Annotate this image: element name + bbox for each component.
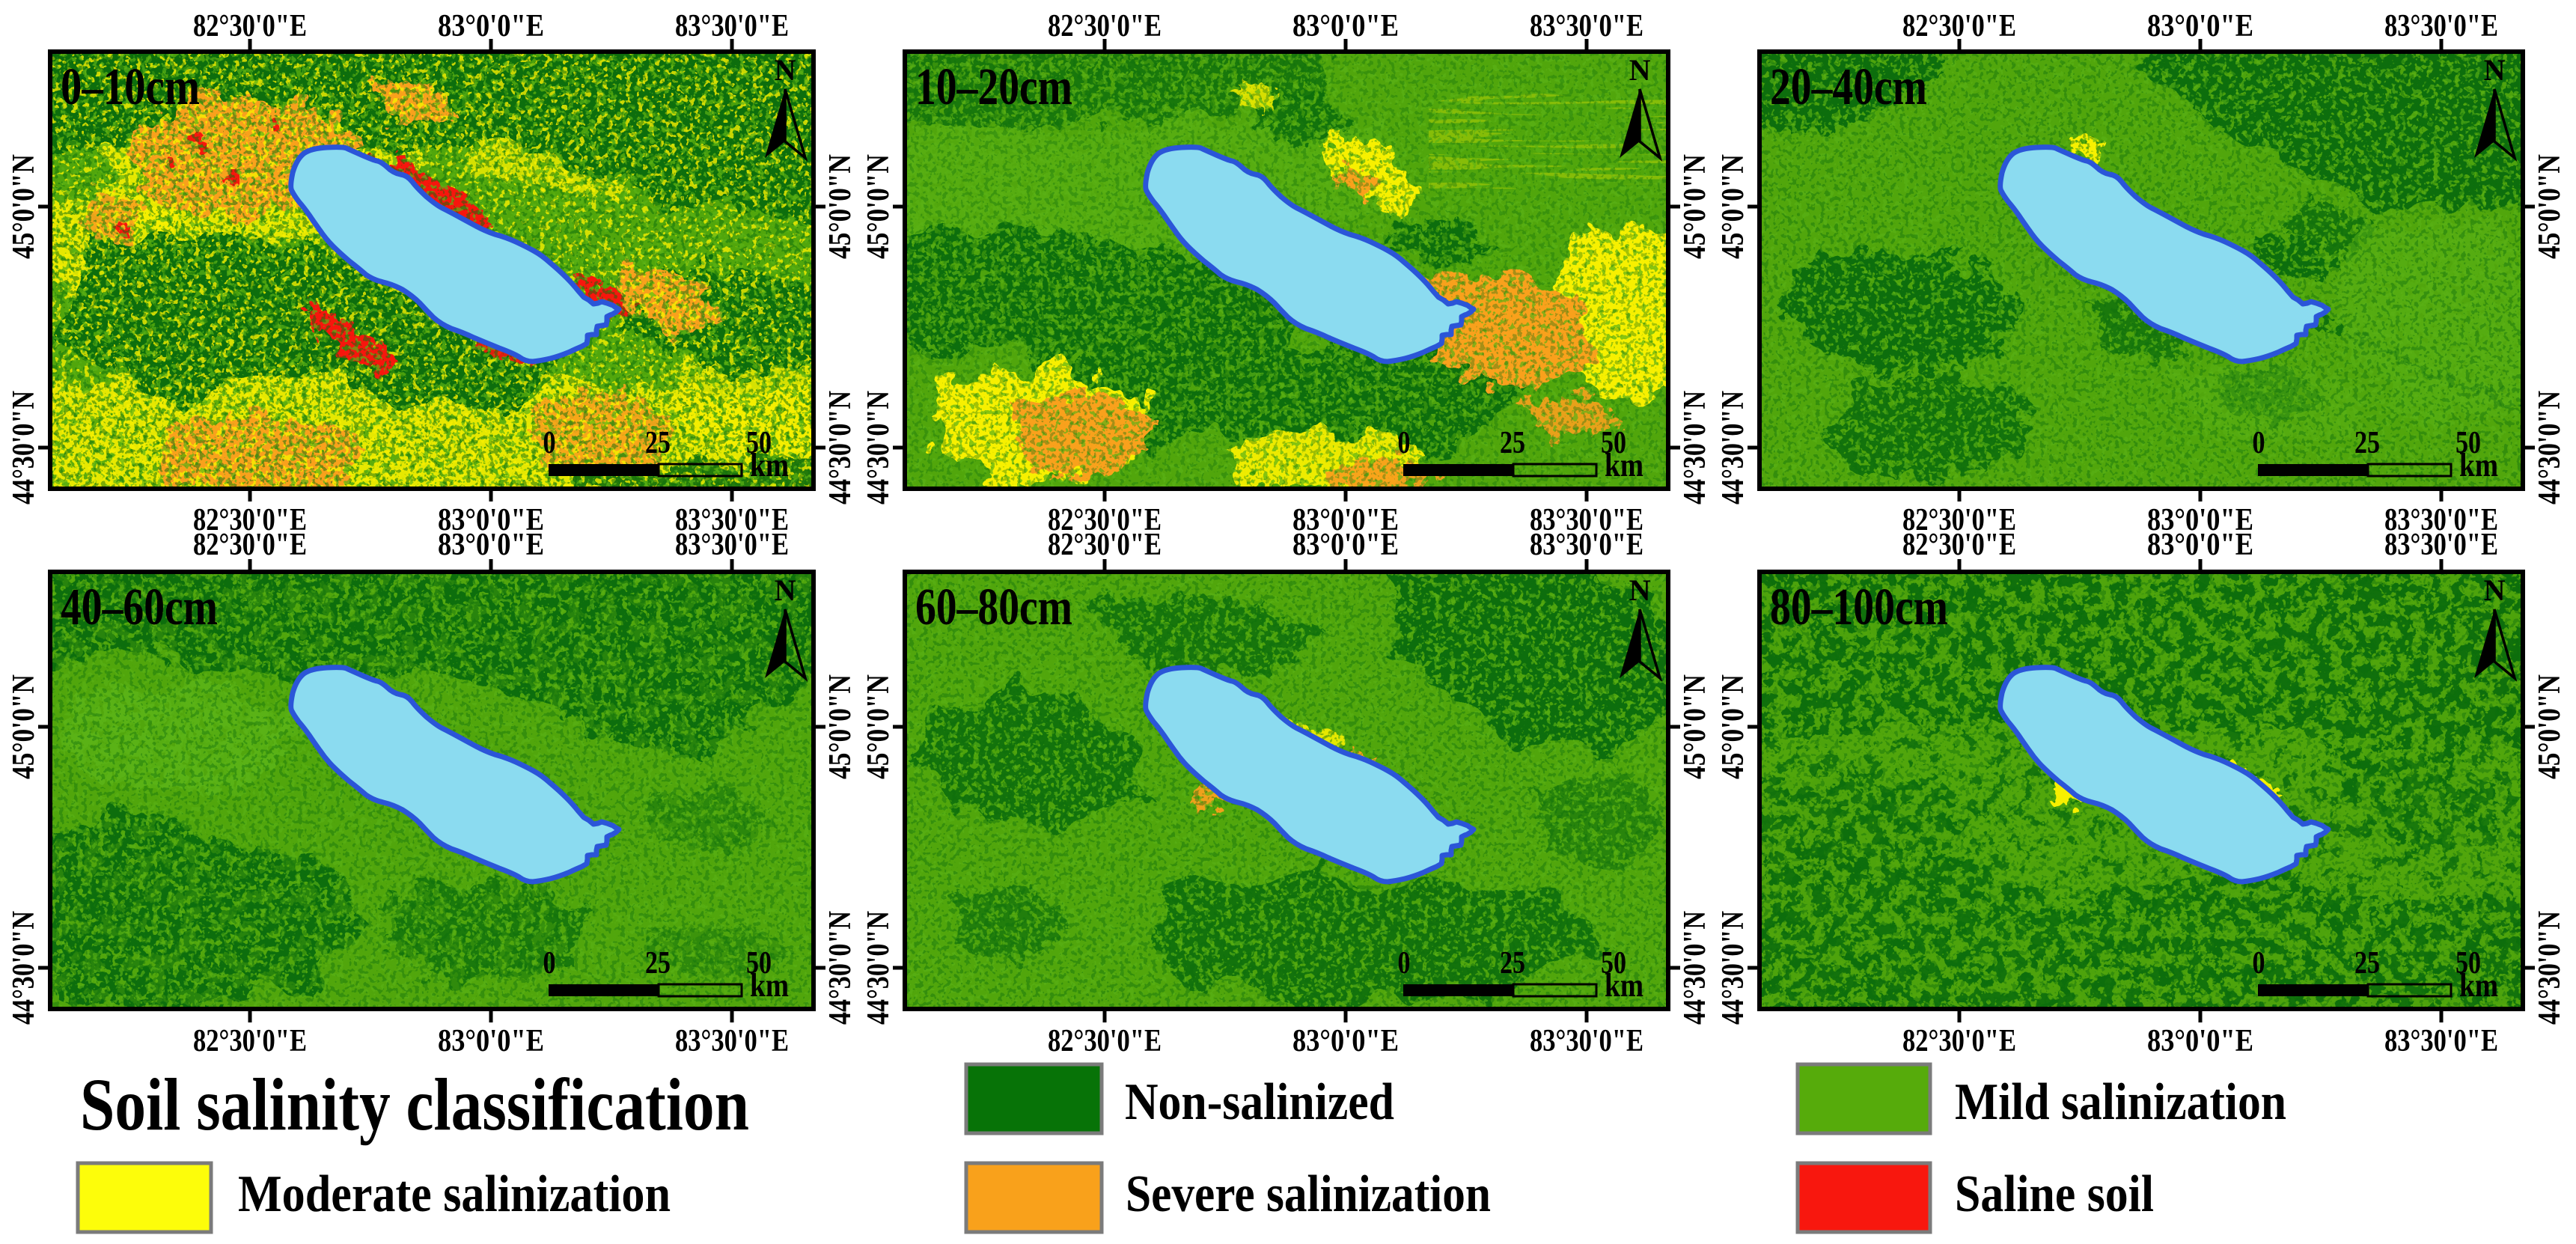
svg-text:83°0'0"E: 83°0'0"E [2147, 1024, 2253, 1058]
svg-text:83°30'0"E: 83°30'0"E [1530, 9, 1643, 43]
svg-text:44°30'0"N: 44°30'0"N [1716, 911, 1751, 1025]
svg-text:44°30'0"N: 44°30'0"N [1678, 391, 1712, 504]
svg-text:82°30'0"E: 82°30'0"E [1902, 1024, 2016, 1058]
svg-text:44°30'0"N: 44°30'0"N [861, 911, 896, 1025]
svg-text:83°30'0"E: 83°30'0"E [1530, 503, 1643, 537]
svg-text:44°30'0"N: 44°30'0"N [823, 391, 858, 504]
svg-text:45°0'0"N: 45°0'0"N [823, 154, 858, 259]
svg-text:45°0'0"N: 45°0'0"N [861, 154, 896, 259]
svg-text:83°0'0"E: 83°0'0"E [438, 503, 544, 537]
svg-text:83°0'0"E: 83°0'0"E [438, 9, 544, 43]
svg-text:45°0'0"N: 45°0'0"N [1678, 674, 1712, 779]
svg-text:83°0'0"E: 83°0'0"E [1292, 528, 1399, 562]
svg-text:83°30'0"E: 83°30'0"E [675, 503, 789, 537]
svg-text:20–40cm: 20–40cm [1770, 58, 1927, 116]
svg-text:82°30'0"E: 82°30'0"E [1902, 528, 2016, 562]
svg-text:83°0'0"E: 83°0'0"E [2147, 9, 2253, 43]
svg-text:44°30'0"N: 44°30'0"N [1678, 911, 1712, 1025]
svg-text:83°30'0"E: 83°30'0"E [2384, 528, 2498, 562]
svg-text:44°30'0"N: 44°30'0"N [2533, 391, 2567, 504]
svg-text:45°0'0"N: 45°0'0"N [1716, 154, 1751, 259]
svg-text:83°0'0"E: 83°0'0"E [438, 1024, 544, 1058]
svg-text:44°30'0"N: 44°30'0"N [2533, 911, 2567, 1025]
svg-text:82°30'0"E: 82°30'0"E [1048, 9, 1162, 43]
svg-text:82°30'0"E: 82°30'0"E [1902, 9, 2016, 43]
svg-text:Mild salinization: Mild salinization [1955, 1073, 2286, 1131]
svg-text:Soil salinity classification: Soil salinity classification [80, 1063, 749, 1146]
svg-text:83°30'0"E: 83°30'0"E [2384, 1024, 2498, 1058]
svg-text:Saline soil: Saline soil [1955, 1165, 2154, 1223]
svg-text:82°30'0"E: 82°30'0"E [193, 9, 307, 43]
svg-text:44°30'0"N: 44°30'0"N [7, 911, 41, 1025]
svg-text:83°30'0"E: 83°30'0"E [675, 528, 789, 562]
svg-text:45°0'0"N: 45°0'0"N [2533, 674, 2567, 779]
svg-text:60–80cm: 60–80cm [915, 579, 1072, 636]
svg-text:44°30'0"N: 44°30'0"N [823, 911, 858, 1025]
svg-text:45°0'0"N: 45°0'0"N [823, 674, 858, 779]
svg-text:83°0'0"E: 83°0'0"E [1292, 1024, 1399, 1058]
svg-text:45°0'0"N: 45°0'0"N [7, 154, 41, 259]
svg-text:83°0'0"E: 83°0'0"E [2147, 528, 2253, 562]
svg-text:83°30'0"E: 83°30'0"E [1530, 1024, 1643, 1058]
svg-text:83°30'0"E: 83°30'0"E [2384, 503, 2498, 537]
svg-text:82°30'0"E: 82°30'0"E [1048, 528, 1162, 562]
svg-text:80–100cm: 80–100cm [1770, 579, 1948, 636]
svg-text:82°30'0"E: 82°30'0"E [1048, 1024, 1162, 1058]
svg-text:83°30'0"E: 83°30'0"E [2384, 9, 2498, 43]
svg-text:82°30'0"E: 82°30'0"E [1048, 503, 1162, 537]
svg-text:83°30'0"E: 83°30'0"E [1530, 528, 1643, 562]
svg-text:83°30'0"E: 83°30'0"E [675, 1024, 789, 1058]
svg-text:45°0'0"N: 45°0'0"N [861, 674, 896, 779]
svg-text:45°0'0"N: 45°0'0"N [1716, 674, 1751, 779]
svg-text:Moderate salinization: Moderate salinization [238, 1165, 671, 1223]
svg-text:83°0'0"E: 83°0'0"E [2147, 503, 2253, 537]
svg-text:83°0'0"E: 83°0'0"E [1292, 503, 1399, 537]
svg-text:82°30'0"E: 82°30'0"E [193, 528, 307, 562]
svg-text:45°0'0"N: 45°0'0"N [1678, 154, 1712, 259]
svg-text:10–20cm: 10–20cm [915, 58, 1072, 116]
svg-text:44°30'0"N: 44°30'0"N [1716, 391, 1751, 504]
svg-text:45°0'0"N: 45°0'0"N [2533, 154, 2567, 259]
svg-text:45°0'0"N: 45°0'0"N [7, 674, 41, 779]
svg-text:40–60cm: 40–60cm [61, 579, 218, 636]
svg-text:82°30'0"E: 82°30'0"E [193, 1024, 307, 1058]
svg-text:0–10cm: 0–10cm [61, 58, 200, 116]
svg-text:44°30'0"N: 44°30'0"N [7, 391, 41, 504]
svg-text:82°30'0"E: 82°30'0"E [193, 503, 307, 537]
svg-text:83°0'0"E: 83°0'0"E [1292, 9, 1399, 43]
svg-text:44°30'0"N: 44°30'0"N [861, 391, 896, 504]
svg-text:83°0'0"E: 83°0'0"E [438, 528, 544, 562]
svg-text:Severe salinization: Severe salinization [1126, 1165, 1491, 1223]
svg-text:83°30'0"E: 83°30'0"E [675, 9, 789, 43]
svg-text:Non-salinized: Non-salinized [1125, 1073, 1394, 1131]
svg-text:82°30'0"E: 82°30'0"E [1902, 503, 2016, 537]
